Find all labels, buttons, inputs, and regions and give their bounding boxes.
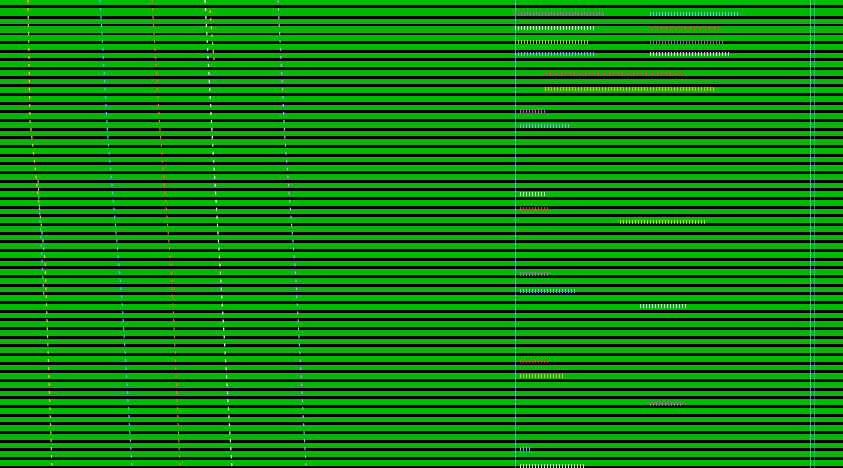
scanline-stripe bbox=[0, 278, 843, 284]
scanline-stripe bbox=[0, 122, 843, 128]
scanline-stripe bbox=[0, 87, 843, 93]
scanline-stripe bbox=[0, 434, 843, 440]
garbled-glyph-block bbox=[520, 357, 550, 365]
scanline-stripe bbox=[0, 19, 843, 24]
garbled-glyph-block bbox=[620, 218, 705, 226]
scanline-stripe bbox=[0, 26, 843, 33]
garbled-glyph-block bbox=[515, 50, 595, 58]
scanline-stripe bbox=[0, 391, 843, 396]
scanline-stripe bbox=[0, 261, 843, 266]
garbled-glyph-block bbox=[520, 190, 545, 198]
scanline-stripe bbox=[0, 252, 843, 258]
scanline-stripe bbox=[0, 330, 843, 336]
scanline-stripe bbox=[0, 70, 843, 76]
scanline-stripe bbox=[0, 113, 843, 119]
scanline-stripe bbox=[0, 451, 843, 457]
scanline-stripe bbox=[0, 96, 843, 102]
scanline-stripe bbox=[0, 53, 843, 58]
scanline-stripe bbox=[0, 399, 843, 405]
scanline-stripe bbox=[0, 425, 843, 431]
scanline-stripe bbox=[0, 417, 843, 422]
garbled-glyph-block bbox=[520, 205, 550, 213]
scanline-stripe bbox=[0, 61, 843, 67]
scanline-stripe bbox=[0, 287, 843, 292]
scanline-stripe bbox=[0, 226, 843, 232]
garbled-glyph-block bbox=[650, 50, 730, 58]
scanline-stripe bbox=[0, 183, 843, 188]
scanline-stripe bbox=[0, 44, 843, 50]
garbled-glyph-block bbox=[650, 38, 725, 46]
garbled-glyph-block bbox=[520, 270, 550, 278]
scanline-stripe bbox=[0, 313, 843, 318]
garbled-glyph-block bbox=[650, 24, 720, 32]
scanline-stripe bbox=[0, 443, 843, 448]
scanline-stripe bbox=[0, 408, 843, 414]
scanline-stripe bbox=[0, 0, 843, 5]
vertical-trace bbox=[209, 9, 215, 61]
garbled-glyph-block bbox=[520, 287, 575, 295]
scanline-stripe bbox=[0, 365, 843, 370]
garbled-glyph-block bbox=[545, 85, 715, 93]
scanline-stripe bbox=[0, 347, 843, 353]
panel-divider-right-b bbox=[814, 0, 815, 468]
scanline-stripe bbox=[0, 200, 843, 206]
vertical-trace bbox=[277, 0, 307, 468]
vertical-trace bbox=[27, 0, 53, 468]
scanline-stripe bbox=[0, 243, 843, 249]
garbled-glyph-block bbox=[545, 70, 685, 78]
vertical-trace bbox=[99, 0, 133, 468]
scanline-stripe bbox=[0, 321, 843, 327]
scanline-stripe bbox=[0, 295, 843, 301]
scanline-stripe bbox=[0, 174, 843, 180]
scanline-stripe bbox=[0, 356, 843, 362]
garbled-glyph-block bbox=[520, 462, 585, 468]
garbled-glyph-block bbox=[520, 107, 545, 115]
panel-divider-left bbox=[515, 0, 516, 468]
scanline-stripe bbox=[0, 148, 843, 154]
scanline-stripe bbox=[0, 157, 843, 162]
scanline-stripe bbox=[0, 165, 843, 171]
scanline-stripe bbox=[0, 460, 843, 466]
garbled-glyph-block bbox=[640, 302, 688, 310]
garbled-glyph-block bbox=[650, 400, 682, 408]
scanline-stripe bbox=[0, 217, 843, 223]
garbled-glyph-block bbox=[515, 10, 605, 18]
scanline-stripe bbox=[0, 304, 843, 310]
scanline-stripe bbox=[0, 209, 843, 214]
scanline-stripe bbox=[0, 382, 843, 388]
scanline-stripe bbox=[0, 191, 843, 197]
garbled-glyph-block bbox=[520, 122, 570, 130]
scanline-stripe bbox=[0, 339, 843, 344]
garbled-glyph-block bbox=[520, 445, 532, 453]
panel-divider-right-a bbox=[810, 0, 811, 468]
scanline-stripe bbox=[0, 235, 843, 240]
scanline-stripe bbox=[0, 131, 843, 136]
garbled-glyph-block bbox=[515, 24, 595, 32]
scanline-stripe bbox=[0, 35, 843, 41]
scanline-stripe bbox=[0, 373, 843, 379]
garbled-glyph-block bbox=[515, 38, 590, 46]
scanline-stripe bbox=[0, 269, 843, 275]
scanline-stripe bbox=[0, 8, 843, 16]
garbled-glyph-block bbox=[520, 372, 565, 380]
vertical-trace bbox=[204, 0, 233, 468]
scanline-stripe bbox=[0, 139, 843, 145]
scanline-stripe bbox=[0, 105, 843, 110]
scanline-stripe bbox=[0, 79, 843, 84]
garbled-glyph-block bbox=[650, 10, 740, 18]
vertical-trace bbox=[151, 0, 181, 468]
